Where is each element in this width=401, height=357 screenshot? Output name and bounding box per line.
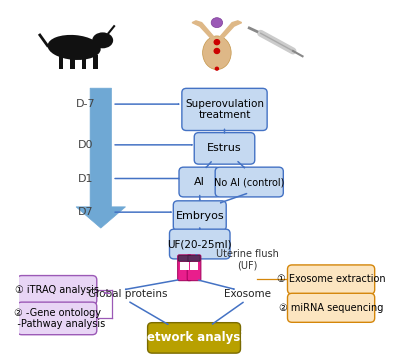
Text: ① Exosome extraction: ① Exosome extraction bbox=[277, 275, 385, 285]
Bar bbox=[82, 55, 86, 69]
FancyBboxPatch shape bbox=[288, 265, 375, 294]
Text: Superovulation
treatment: Superovulation treatment bbox=[185, 99, 264, 120]
FancyBboxPatch shape bbox=[215, 167, 284, 197]
Bar bbox=[59, 55, 63, 69]
FancyBboxPatch shape bbox=[17, 302, 97, 335]
Text: Exosome: Exosome bbox=[224, 288, 271, 298]
Polygon shape bbox=[192, 21, 214, 39]
FancyBboxPatch shape bbox=[148, 323, 241, 353]
FancyBboxPatch shape bbox=[194, 133, 255, 164]
Text: ① iTRAQ analysis: ① iTRAQ analysis bbox=[15, 285, 99, 295]
FancyBboxPatch shape bbox=[182, 88, 267, 131]
Bar bbox=[70, 55, 75, 69]
Text: D-7: D-7 bbox=[76, 99, 95, 109]
Text: AI: AI bbox=[194, 177, 205, 187]
FancyBboxPatch shape bbox=[187, 255, 201, 281]
Ellipse shape bbox=[203, 36, 231, 70]
Text: ② miRNA sequencing: ② miRNA sequencing bbox=[279, 303, 383, 313]
Text: No AI (control): No AI (control) bbox=[214, 177, 284, 187]
Text: Network analysis: Network analysis bbox=[137, 331, 251, 345]
Polygon shape bbox=[220, 21, 242, 39]
FancyBboxPatch shape bbox=[288, 293, 375, 322]
Circle shape bbox=[215, 67, 219, 70]
Ellipse shape bbox=[211, 18, 223, 27]
Ellipse shape bbox=[48, 35, 101, 60]
Text: D1: D1 bbox=[78, 174, 93, 183]
FancyBboxPatch shape bbox=[178, 256, 190, 261]
FancyBboxPatch shape bbox=[17, 276, 97, 305]
Text: Uterine flush
(UF): Uterine flush (UF) bbox=[216, 249, 279, 271]
FancyBboxPatch shape bbox=[173, 201, 226, 231]
Bar bbox=[93, 55, 98, 69]
FancyBboxPatch shape bbox=[178, 255, 191, 281]
Text: UF(20-25ml): UF(20-25ml) bbox=[168, 239, 232, 249]
Text: Embryos: Embryos bbox=[176, 211, 224, 221]
FancyBboxPatch shape bbox=[180, 262, 189, 270]
Polygon shape bbox=[76, 88, 126, 228]
FancyBboxPatch shape bbox=[170, 229, 230, 259]
Circle shape bbox=[214, 49, 220, 54]
Text: D7: D7 bbox=[78, 207, 93, 217]
FancyBboxPatch shape bbox=[188, 256, 200, 261]
Text: D0: D0 bbox=[78, 140, 93, 150]
Circle shape bbox=[214, 40, 220, 45]
Ellipse shape bbox=[92, 32, 113, 48]
Text: Estrus: Estrus bbox=[207, 144, 242, 154]
Text: ② -Gene ontology
   -Pathway analysis: ② -Gene ontology -Pathway analysis bbox=[8, 308, 105, 329]
FancyBboxPatch shape bbox=[190, 262, 198, 270]
FancyBboxPatch shape bbox=[179, 167, 221, 197]
Text: Global proteins: Global proteins bbox=[88, 288, 167, 298]
